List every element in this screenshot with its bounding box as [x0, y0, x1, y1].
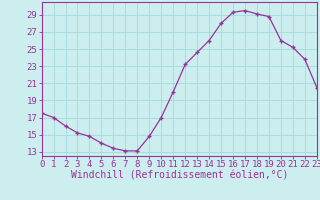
- X-axis label: Windchill (Refroidissement éolien,°C): Windchill (Refroidissement éolien,°C): [70, 171, 288, 181]
